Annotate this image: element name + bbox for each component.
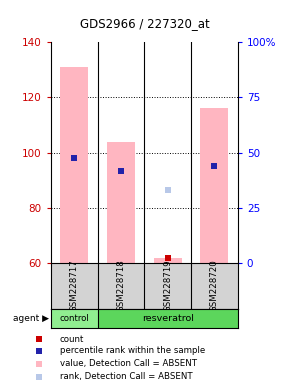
Bar [97,309,238,328]
Bar [154,258,182,263]
Text: GSM228720: GSM228720 [210,260,219,313]
Text: value, Detection Call = ABSENT: value, Detection Call = ABSENT [60,359,197,368]
Text: GSM228718: GSM228718 [116,260,125,313]
Bar [200,109,229,263]
Bar [60,67,88,263]
Text: GSM228717: GSM228717 [70,260,79,313]
Text: count: count [60,334,84,344]
Text: rank, Detection Call = ABSENT: rank, Detection Call = ABSENT [60,372,192,381]
Bar [107,142,135,263]
Text: percentile rank within the sample: percentile rank within the sample [60,346,205,356]
Text: resveratrol: resveratrol [142,314,194,323]
Text: GDS2966 / 227320_at: GDS2966 / 227320_at [80,17,210,30]
Text: agent ▶: agent ▶ [13,314,49,323]
Text: control: control [59,314,89,323]
Bar [51,309,97,328]
Text: GSM228719: GSM228719 [163,260,172,313]
